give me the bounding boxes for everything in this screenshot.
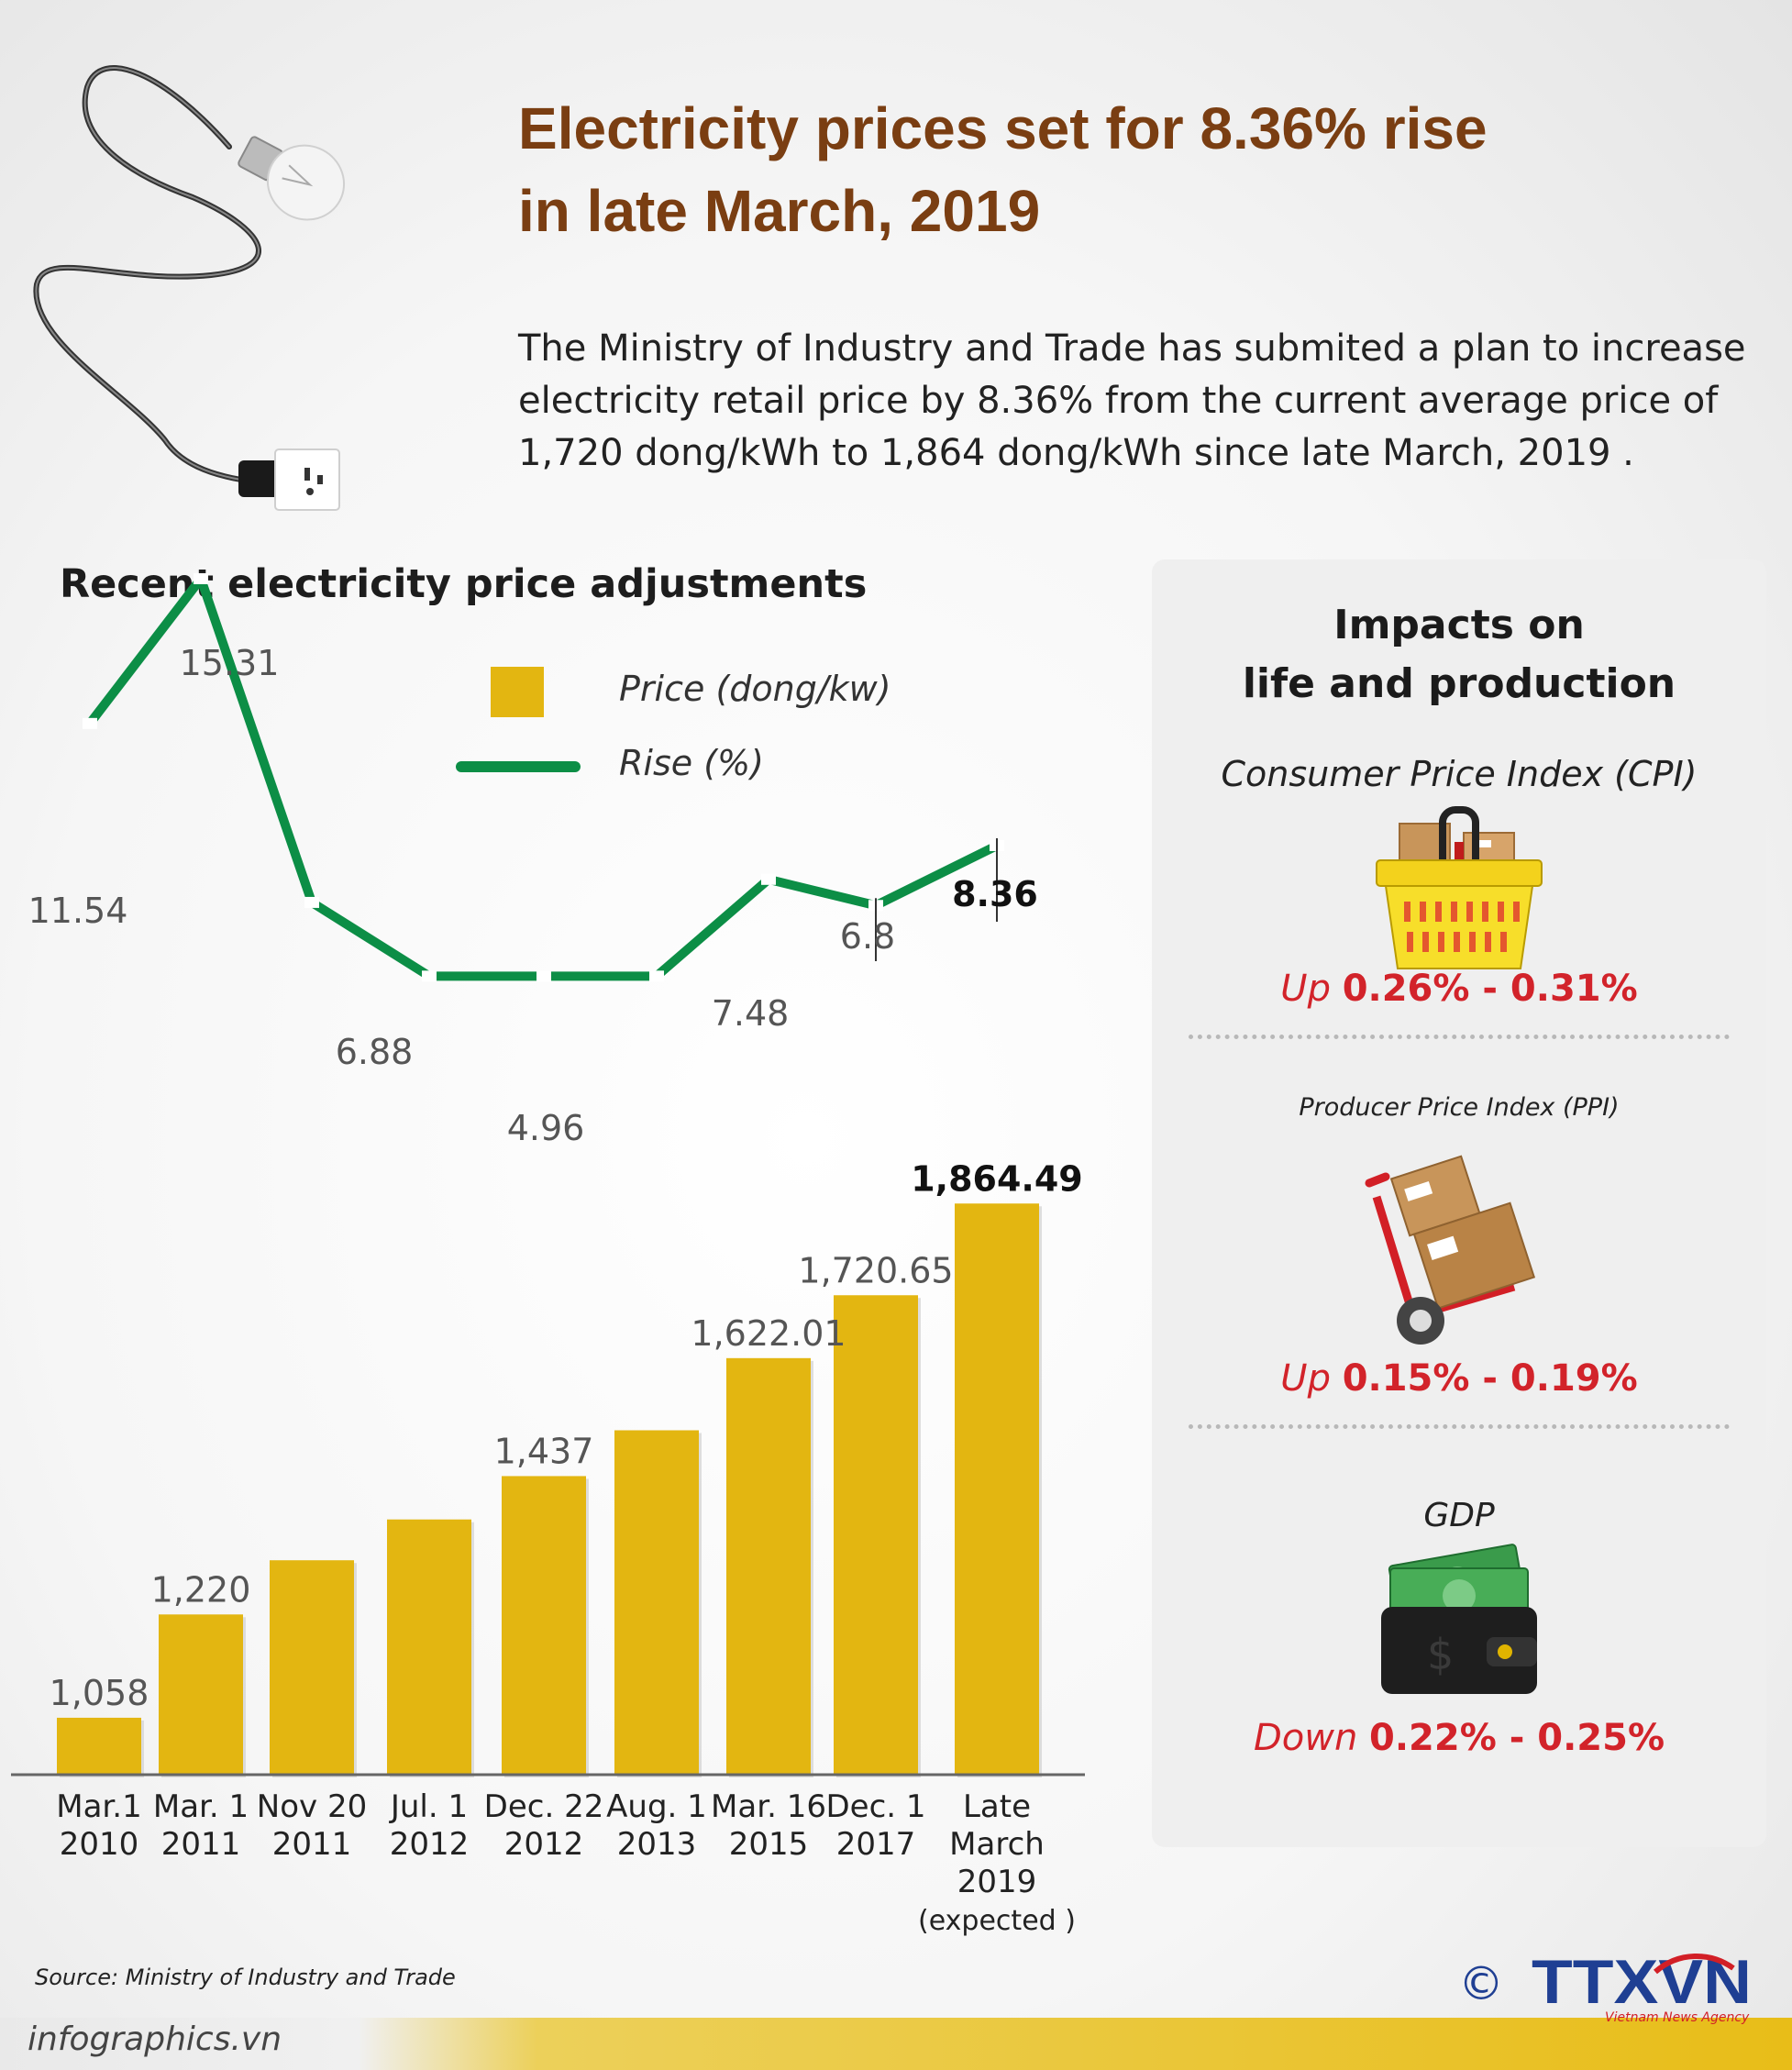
logo-agency: Vietnam News Agency	[1605, 2010, 1750, 2025]
ppi-direction: Up	[1280, 1357, 1331, 1400]
price-bar	[159, 1614, 243, 1775]
legend-price-swatch	[491, 667, 544, 717]
category-label: March	[949, 1826, 1045, 1863]
chart-legend: Price (dong/kw) Rise (%)	[456, 667, 891, 783]
rise-point	[83, 717, 97, 729]
price-bar	[57, 1717, 141, 1775]
svg-text:$: $	[1427, 1630, 1454, 1679]
category-label: 2015	[729, 1826, 809, 1863]
rise-label: 6.88	[336, 1032, 414, 1072]
bars-layer	[57, 1203, 1042, 1777]
copyright-symbol: ©	[1458, 1957, 1504, 2010]
rise-point	[304, 896, 319, 908]
rise-line-layer	[83, 572, 1004, 982]
shopping-basket-icon	[1376, 806, 1543, 969]
price-bar	[270, 1560, 354, 1775]
legend-rise-label: Rise (%)	[619, 743, 764, 783]
category-label: Nov 20	[257, 1788, 367, 1825]
gdp-direction: Down	[1253, 1717, 1358, 1759]
gdp-value: Down 0.22% - 0.25%	[1152, 1717, 1766, 1759]
intro-line-3: 1,720 dong/kWh to 1,864 dong/kWh since l…	[518, 432, 1634, 474]
price-bar	[726, 1357, 811, 1775]
title-line-1: Electricity prices set for 8.36% rise	[518, 95, 1488, 161]
cpi-label: Consumer Price Index (CPI)	[1221, 754, 1698, 794]
rise-label: 11.54	[28, 891, 128, 931]
price-label: 1,220	[151, 1569, 251, 1610]
price-label: 1,864.49	[911, 1158, 1083, 1199]
ppi-label: Producer Price Index (PPI)	[1299, 1093, 1620, 1122]
rise-point	[761, 873, 776, 885]
impacts-title: Impacts on life and production	[1152, 596, 1766, 714]
price-bar	[955, 1203, 1039, 1775]
impacts-divider-2	[1189, 1424, 1730, 1429]
category-label: Mar. 1	[153, 1788, 249, 1825]
footer-bar	[0, 2018, 1792, 2070]
ppi-value: Up 0.15% - 0.19%	[1152, 1357, 1766, 1400]
light-bulb-with-cord-icon	[33, 65, 346, 511]
category-label: 2012	[390, 1826, 470, 1863]
category-label: 2013	[617, 1826, 697, 1863]
intro-text: The Ministry of Industry and Trade has s…	[518, 323, 1756, 480]
price-bar	[614, 1430, 699, 1775]
category-label: 2012	[504, 1826, 584, 1863]
logo-text: TTXVN	[1532, 1952, 1752, 2017]
impacts-title-line-2: life and production	[1242, 660, 1676, 707]
gdp-label: GDP	[1423, 1497, 1495, 1534]
category-label: (expected )	[918, 1905, 1076, 1937]
price-label: 1,058	[50, 1673, 149, 1713]
cpi-range: 0.26% - 0.31%	[1342, 968, 1638, 1010]
category-label: Jul. 1	[389, 1788, 468, 1825]
labels-layer: 1,058 1,220 1,437 1,622.01 1,720.65 1,864.49 1…	[28, 643, 1083, 1937]
cpi-value: Up 0.26% - 0.31%	[1152, 968, 1766, 1010]
intro-line-1: The Ministry of Industry and Trade has s…	[518, 327, 1746, 370]
category-label: Mar. 16	[711, 1788, 826, 1825]
rise-label: 4.96	[507, 1108, 585, 1148]
footer-site: infographics.vn	[28, 2020, 282, 2058]
category-label: Dec. 22	[484, 1788, 604, 1825]
price-label: 1,437	[494, 1431, 594, 1471]
category-label: Dec. 1	[825, 1788, 925, 1825]
category-label: 2011	[161, 1826, 241, 1863]
price-bar	[502, 1476, 586, 1775]
intro-line-2: electricity retail price by 8.36% from t…	[518, 380, 1719, 422]
ppi-range: 0.15% - 0.19%	[1342, 1357, 1638, 1400]
rise-point	[649, 970, 664, 982]
gdp-range: 0.22% - 0.25%	[1369, 1717, 1665, 1759]
title-line-2: in late March, 2019	[518, 178, 1041, 244]
category-label: 2010	[60, 1826, 139, 1863]
category-label: 2019	[957, 1864, 1037, 1900]
cpi-direction: Up	[1280, 968, 1331, 1010]
rise-point	[422, 970, 437, 982]
impacts-divider-1	[1189, 1035, 1730, 1039]
rise-label: 15.31	[180, 643, 280, 683]
rise-point	[536, 970, 551, 982]
logo-swoosh	[1654, 1954, 1735, 1975]
price-rise-chart: 1,058 1,220 1,437 1,622.01 1,720.65 1,864.49 1…	[11, 572, 1085, 1937]
rise-label: 6.8	[840, 916, 895, 957]
category-label: 2017	[836, 1826, 916, 1863]
category-label: Late	[963, 1788, 1031, 1825]
price-bar	[834, 1295, 918, 1775]
price-label: 1,622.01	[691, 1313, 846, 1354]
price-label: 1,720.65	[798, 1250, 953, 1290]
category-label: 2011	[272, 1826, 352, 1863]
rise-label: 7.48	[712, 993, 790, 1034]
impacts-panel: Impacts on life and production Consumer …	[1152, 559, 1766, 1847]
rise-point	[194, 572, 208, 584]
source-note: Source: Ministry of Industry and Trade	[35, 1965, 456, 1990]
page-title: Electricity prices set for 8.36% rise in…	[518, 87, 1710, 252]
category-label: Mar.1	[56, 1788, 141, 1825]
price-bar	[387, 1519, 471, 1775]
rise-label: 8.36	[952, 874, 1038, 914]
legend-price-label: Price (dong/kw)	[619, 669, 891, 709]
category-label: Aug. 1	[606, 1788, 707, 1825]
hand-truck-boxes-icon	[1365, 1155, 1536, 1345]
impacts-title-line-1: Impacts on	[1333, 602, 1585, 648]
ttxvn-logo: © TTXVN Vietnam News Agency	[1458, 1952, 1752, 2025]
wallet-money-icon: $	[1381, 1544, 1537, 1694]
